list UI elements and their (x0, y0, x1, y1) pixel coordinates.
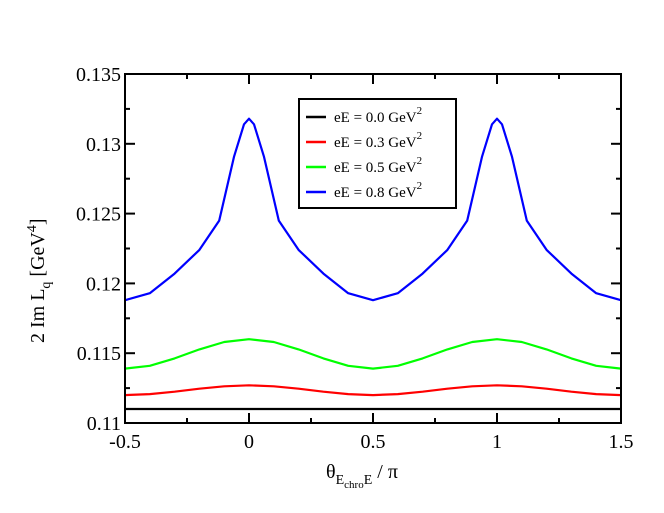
y-tick-labels: 0.11 0.115 0.12 0.125 0.13 0.135 (76, 64, 121, 435)
series-line-1 (124, 384, 622, 397)
y-tick-label: 0.13 (86, 134, 121, 156)
x-tick-label: 1.5 (609, 431, 634, 453)
legend-label: eE = 0.3 GeV2 (334, 130, 422, 151)
y-tick-label: 0.11 (87, 413, 121, 435)
x-axis-title: θEchroE / π (326, 461, 398, 491)
y-axis-title: 2 Im Lq [GeV4] (25, 218, 54, 343)
x-tick-label: 0.5 (361, 431, 386, 453)
x-tick-label: 1 (492, 431, 502, 453)
y-tick-label: 0.135 (76, 64, 121, 86)
x-tick-label: -0.5 (109, 431, 141, 453)
plot-frame (124, 73, 622, 424)
series-line-2 (124, 338, 622, 370)
series-line-3 (124, 117, 622, 302)
legend-label: eE = 0.8 GeV2 (334, 180, 422, 201)
x-tick-label: 0 (244, 431, 254, 453)
legend: eE = 0.0 GeV2 eE = 0.3 GeV2 eE = 0.5 GeV2 e… (298, 98, 457, 209)
y-tick-label: 0.125 (76, 204, 121, 226)
x-tick-labels: -0.5 0 0.5 1 1.5 (109, 431, 633, 453)
legend-label: eE = 0.5 GeV2 (334, 155, 422, 176)
y-tick-label: 0.115 (77, 343, 121, 365)
legend-label: eE = 0.0 GeV2 (334, 105, 422, 126)
y-tick-label: 0.12 (86, 273, 121, 295)
series-lines (124, 117, 622, 411)
